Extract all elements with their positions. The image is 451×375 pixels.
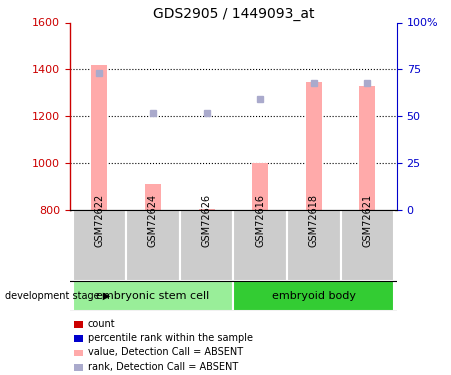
Bar [73, 210, 126, 281]
Bar [287, 210, 341, 281]
Text: GSM72626: GSM72626 [202, 194, 212, 247]
Bar [234, 281, 394, 311]
Bar [73, 281, 234, 311]
Text: GSM72616: GSM72616 [255, 194, 265, 247]
Bar [145, 184, 161, 210]
Bar [234, 210, 287, 281]
Text: percentile rank within the sample: percentile rank within the sample [88, 333, 253, 343]
Bar [341, 210, 394, 281]
Bar [198, 209, 215, 210]
Bar [180, 210, 234, 281]
Title: GDS2905 / 1449093_at: GDS2905 / 1449093_at [152, 8, 314, 21]
Text: count: count [88, 319, 115, 329]
Bar [252, 163, 268, 210]
Text: GSM72621: GSM72621 [363, 194, 373, 247]
Text: rank, Detection Call = ABSENT: rank, Detection Call = ABSENT [88, 362, 238, 372]
Text: embryoid body: embryoid body [272, 291, 356, 301]
Text: GSM72624: GSM72624 [148, 194, 158, 247]
Bar [306, 82, 322, 210]
Bar [126, 210, 180, 281]
Text: development stage ▶: development stage ▶ [5, 291, 110, 301]
Text: GSM72622: GSM72622 [94, 194, 104, 247]
Text: embryonic stem cell: embryonic stem cell [97, 291, 210, 301]
Bar [359, 86, 375, 210]
Bar [92, 64, 107, 210]
Text: GSM72618: GSM72618 [309, 194, 319, 247]
Text: value, Detection Call = ABSENT: value, Detection Call = ABSENT [88, 348, 243, 357]
